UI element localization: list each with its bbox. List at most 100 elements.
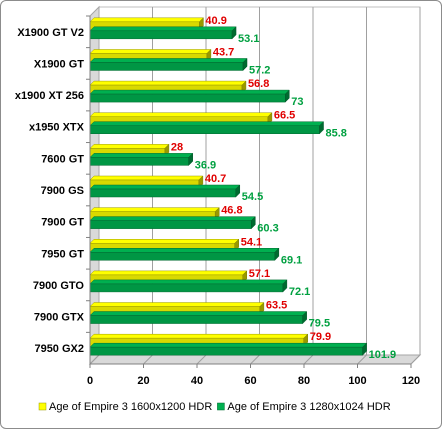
bar bbox=[89, 157, 189, 166]
data-label: 43.7 bbox=[213, 46, 234, 58]
bar-top bbox=[89, 144, 170, 149]
bar-end bbox=[251, 216, 256, 230]
data-label: 63.5 bbox=[266, 300, 287, 312]
category-label: X1900 GT bbox=[34, 58, 84, 70]
gridline-floor bbox=[303, 354, 314, 365]
x-tick-label: 0 bbox=[87, 375, 93, 387]
data-label: 79.9 bbox=[310, 331, 331, 343]
bar-top bbox=[89, 175, 204, 181]
x-tick-label: 60 bbox=[244, 375, 256, 387]
bar bbox=[89, 346, 363, 356]
bar bbox=[89, 62, 244, 71]
bar bbox=[89, 188, 237, 198]
x-tick-label: 20 bbox=[137, 375, 149, 387]
data-label: 36.9 bbox=[195, 159, 216, 171]
bar-top bbox=[89, 311, 308, 316]
x-tick-label: 40 bbox=[191, 375, 203, 387]
bar-top bbox=[89, 333, 309, 339]
bar bbox=[89, 93, 286, 103]
category-label: 7950 GT bbox=[41, 248, 84, 260]
category-label: x1900 XT 256 bbox=[15, 90, 84, 102]
legend-swatch bbox=[38, 402, 47, 411]
category-label: 7900 GTO bbox=[33, 280, 85, 292]
gridline-floor bbox=[250, 354, 260, 365]
x-tick-label: 80 bbox=[298, 375, 310, 387]
category-label: 7600 GT bbox=[41, 153, 84, 165]
data-label: 56.8 bbox=[248, 78, 269, 90]
bar-top bbox=[89, 279, 288, 285]
data-label: 46.8 bbox=[221, 205, 242, 217]
data-label: 60.3 bbox=[257, 223, 278, 235]
legend-label: Age of Empire 3 1600x1200 HDR bbox=[49, 401, 212, 413]
legend-swatch bbox=[217, 402, 225, 411]
legend-label: Age of Empire 3 1280x1024 HDR bbox=[227, 401, 390, 413]
bar-top bbox=[89, 184, 241, 190]
bar-end bbox=[302, 310, 307, 325]
bar-top bbox=[89, 58, 248, 63]
data-label: 85.8 bbox=[326, 128, 347, 140]
bar-top bbox=[89, 248, 280, 253]
axes bbox=[86, 15, 412, 368]
bar-top bbox=[89, 49, 212, 54]
gridline-floor bbox=[410, 354, 421, 365]
bar-end bbox=[235, 184, 241, 198]
data-label: 57.1 bbox=[249, 268, 270, 280]
legend: Age of Empire 3 1600x1200 HDR Age of Empi… bbox=[38, 401, 391, 413]
gridline-floor bbox=[357, 354, 367, 365]
data-label: 40.7 bbox=[205, 173, 226, 185]
data-label: 69.1 bbox=[281, 254, 302, 266]
category-label: X1900 GT V2 bbox=[17, 27, 84, 39]
data-label: 54.5 bbox=[242, 191, 263, 203]
bar-top bbox=[89, 270, 248, 276]
category-label: x1950 XTX bbox=[29, 122, 85, 134]
bar-end bbox=[242, 57, 248, 72]
bar bbox=[89, 30, 233, 40]
data-label: 40.9 bbox=[205, 15, 226, 27]
gridline-floor bbox=[196, 354, 207, 365]
bar-top bbox=[89, 239, 240, 244]
bar-end bbox=[319, 121, 324, 135]
category-label: 7900 GTX bbox=[34, 312, 85, 324]
bar bbox=[89, 315, 303, 324]
bar bbox=[89, 220, 252, 229]
bar-top bbox=[89, 153, 194, 158]
bar-end bbox=[231, 26, 237, 40]
bar bbox=[89, 283, 284, 293]
category-label: 7950 GX2 bbox=[34, 343, 84, 355]
category-label: 7900 GS bbox=[41, 185, 84, 197]
gridline-floor bbox=[143, 354, 153, 365]
bar-end bbox=[282, 279, 288, 293]
x-tick-label: 120 bbox=[402, 375, 420, 387]
category-label: 7900 GT bbox=[41, 217, 84, 229]
bar-top bbox=[89, 80, 247, 86]
bar-top bbox=[89, 121, 325, 126]
data-label: 28 bbox=[171, 141, 183, 153]
gridline-floor bbox=[89, 354, 100, 365]
x-tick-label: 100 bbox=[348, 375, 366, 387]
data-label: 79.5 bbox=[309, 318, 330, 330]
data-label: 72.1 bbox=[289, 286, 310, 298]
data-label: 54.1 bbox=[241, 236, 262, 248]
data-label: 101.9 bbox=[369, 349, 397, 361]
data-label: 57.2 bbox=[249, 64, 270, 76]
bar-top bbox=[89, 342, 368, 348]
data-label: 73 bbox=[291, 96, 303, 108]
bar-top bbox=[89, 26, 237, 32]
bar-top bbox=[89, 302, 265, 307]
bars bbox=[89, 17, 368, 356]
bar-end bbox=[274, 247, 280, 261]
data-label: 66.5 bbox=[274, 110, 295, 122]
data-label: 53.1 bbox=[238, 33, 259, 45]
bar-top bbox=[89, 112, 273, 117]
bar-top bbox=[89, 207, 220, 212]
bar-end bbox=[285, 89, 290, 103]
bar-top bbox=[89, 17, 205, 23]
bar-top bbox=[89, 216, 256, 221]
labels: X1900 GT V2 40.9 53.1 X1900 GT 43.7 57.2 x1900… bbox=[15, 15, 420, 387]
bar bbox=[89, 252, 276, 261]
bar bbox=[89, 125, 320, 134]
bar-end bbox=[362, 342, 367, 356]
bar-top bbox=[89, 89, 290, 95]
